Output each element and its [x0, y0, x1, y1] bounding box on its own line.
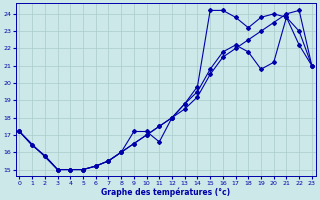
X-axis label: Graphe des températures (°c): Graphe des températures (°c): [101, 187, 230, 197]
